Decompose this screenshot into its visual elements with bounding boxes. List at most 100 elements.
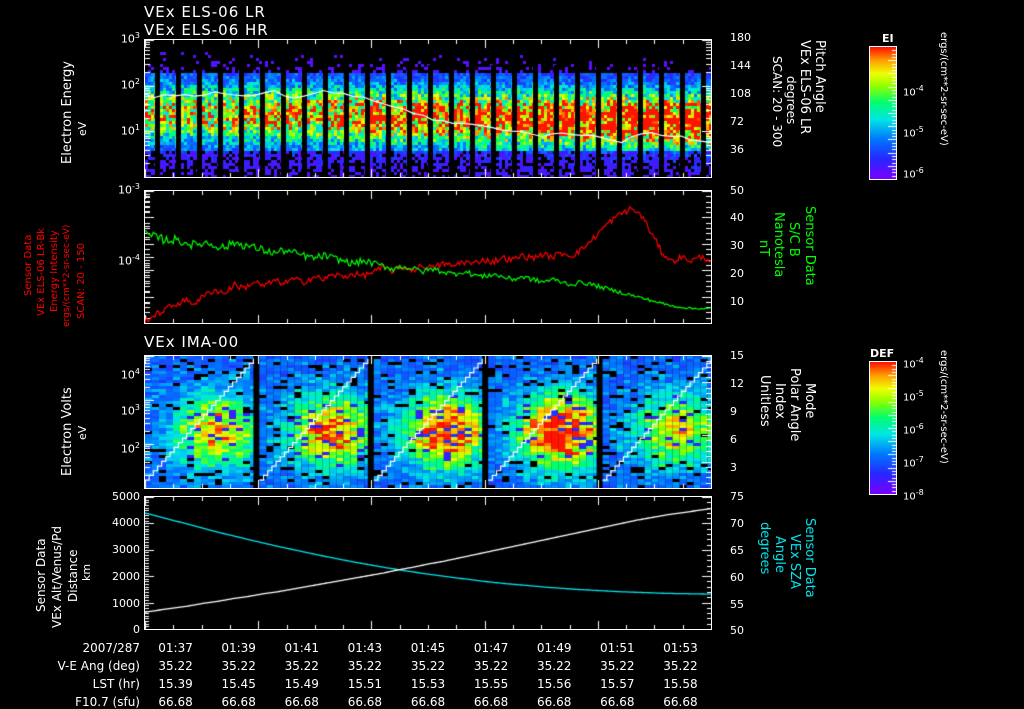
p2-y2tick-50: 50 bbox=[730, 184, 744, 197]
bottom-row-label-veang: V-E Ang (deg) bbox=[57, 659, 140, 673]
p3-ylabel-line2: eV bbox=[76, 425, 89, 440]
def-cbtick-2: 10-5 bbox=[903, 389, 924, 404]
els-spectrogram-panel bbox=[144, 39, 712, 178]
bottom-cell-f107-4: 66.68 bbox=[410, 695, 446, 709]
bottom-cell-time-7: 01:51 bbox=[600, 641, 635, 655]
p2-ytick-1e-3: 10-3 bbox=[118, 182, 140, 197]
p1-y2label-line3: degrees bbox=[784, 76, 798, 125]
p1-ylabel-line1: Electron Energy bbox=[60, 61, 75, 164]
p2-y2tick-30: 30 bbox=[730, 239, 744, 252]
p3-y2label-line3: Index bbox=[772, 383, 787, 419]
bottom-cell-ve_ang-0: 35.22 bbox=[158, 659, 193, 673]
p4-ytick-2000: 2000 bbox=[112, 570, 140, 583]
p4-y2tick-65: 65 bbox=[730, 544, 744, 557]
p4-ylabel-line1: Sensor Data bbox=[34, 538, 48, 612]
bottom-cell-lst-1: 15.45 bbox=[221, 677, 256, 691]
panel1-title-hr: VEx ELS-06 HR bbox=[144, 21, 269, 39]
bottom-cell-f107-6: 66.68 bbox=[537, 695, 572, 709]
p3-ylabel-line1: Electron Volts bbox=[60, 387, 75, 476]
intensity-bfield-panel bbox=[144, 190, 712, 324]
p3-ytick-1e2: 102 bbox=[120, 441, 140, 456]
p4-y2label-line1: Sensor Data bbox=[802, 518, 817, 598]
p4-ytick-3000: 3000 bbox=[112, 543, 140, 556]
p4-ylabel-line4: km bbox=[80, 563, 93, 581]
p3-y2tick-6: 6 bbox=[730, 433, 737, 446]
bottom-cell-ve_ang-5: 35.22 bbox=[473, 659, 509, 673]
bottom-cell-ve_ang-6: 35.22 bbox=[537, 659, 572, 673]
bottom-row-label-lst: LST (hr) bbox=[92, 677, 140, 691]
bottom-cell-lst-6: 15.56 bbox=[537, 677, 572, 691]
p1-y2label-line1: Pitch Angle bbox=[812, 40, 827, 113]
def-colorbar bbox=[869, 361, 897, 495]
p2-y2tick-40: 40 bbox=[730, 211, 744, 224]
p4-y2tick-50: 50 bbox=[730, 624, 744, 637]
def-cbtick-3: 10-6 bbox=[903, 422, 924, 437]
bottom-cell-f107-8: 66.68 bbox=[663, 695, 698, 709]
bottom-cell-lst-3: 15.51 bbox=[347, 677, 383, 691]
ei-cbtick-3: 10-6 bbox=[903, 166, 924, 181]
p4-ylabel-line3: Distance bbox=[66, 549, 80, 602]
bottom-cell-lst-4: 15.53 bbox=[410, 677, 446, 691]
bottom-cell-time-0: 01:37 bbox=[158, 641, 193, 655]
p1-y2tick-144: 144 bbox=[730, 59, 751, 72]
p4-ytick-4000: 4000 bbox=[112, 516, 140, 529]
bottom-cell-lst-5: 15.55 bbox=[473, 677, 509, 691]
bottom-cell-f107-7: 66.68 bbox=[600, 695, 635, 709]
bottom-cell-f107-0: 66.68 bbox=[158, 695, 193, 709]
p1-y2tick-180: 180 bbox=[730, 31, 751, 44]
p2-ylabel-line5: SCAN: 20 - 150 bbox=[76, 243, 87, 319]
ima-spectrogram-canvas bbox=[145, 356, 711, 488]
ei-cbtick-2: 10-5 bbox=[903, 125, 924, 140]
p3-y2label-line1: Mode bbox=[802, 383, 817, 419]
bottom-cell-f107-1: 66.68 bbox=[221, 695, 256, 709]
bottom-cell-lst-7: 15.57 bbox=[600, 677, 635, 691]
p3-y2tick-15: 15 bbox=[730, 349, 744, 362]
p3-y2tick-3: 3 bbox=[730, 461, 737, 474]
p2-y2label-line1: Sensor Data bbox=[802, 206, 817, 286]
p2-y2tick-10: 10 bbox=[730, 295, 744, 308]
bottom-cell-f107-3: 66.68 bbox=[347, 695, 383, 709]
p4-ytick-0: 0 bbox=[133, 623, 140, 636]
bottom-cell-time-4: 01:45 bbox=[410, 641, 446, 655]
p2-ylabel-line2: VEx ELS-06 LR-Bk bbox=[36, 227, 47, 316]
p2-y2label-line2: S/C B bbox=[786, 222, 801, 257]
altitude-sza-canvas bbox=[145, 497, 711, 629]
p4-ytick-1000: 1000 bbox=[112, 597, 140, 610]
p1-y2label-line4: SCAN: 20 - 300 bbox=[770, 56, 784, 148]
ei-cbtick-1: 10-4 bbox=[903, 84, 924, 99]
ei-colorbar-units: ergs/(cm**2-sr-sec-eV) bbox=[938, 32, 949, 146]
bottom-cell-ve_ang-3: 35.22 bbox=[347, 659, 383, 673]
bottom-cell-lst-2: 15.49 bbox=[284, 677, 319, 691]
bottom-cell-time-3: 01:43 bbox=[347, 641, 383, 655]
def-colorbar-title: DEF bbox=[870, 347, 895, 360]
panel1-title-lr: VEx ELS-06 LR bbox=[144, 3, 266, 21]
p4-ytick-5000: 5000 bbox=[112, 490, 140, 503]
p2-y2label-line4: nT bbox=[756, 240, 771, 257]
def-cbtick-1: 10-4 bbox=[903, 356, 924, 371]
bottom-cell-time-2: 01:41 bbox=[284, 641, 320, 655]
p1-y2tick-36: 36 bbox=[730, 143, 744, 156]
panel3-title: VEx IMA-00 bbox=[144, 333, 240, 351]
bottom-cell-time-1: 01:39 bbox=[221, 641, 256, 655]
ei-colorbar-title: EI bbox=[882, 32, 894, 45]
ei-colorbar-gradient bbox=[870, 47, 896, 179]
p4-y2tick-55: 55 bbox=[730, 598, 744, 611]
p3-y2label-line2: Polar Angle bbox=[787, 368, 802, 442]
altitude-sza-panel bbox=[144, 496, 712, 630]
p2-ylabel-line3: Energy Intensity bbox=[49, 230, 60, 312]
def-colorbar-gradient bbox=[870, 362, 896, 494]
p3-ytick-1e3: 103 bbox=[120, 403, 140, 418]
p1-ylabel-line2: eV bbox=[76, 121, 89, 136]
bottom-cell-ve_ang-4: 35.22 bbox=[410, 659, 446, 673]
bottom-cell-time-6: 01:49 bbox=[536, 641, 572, 655]
bottom-cell-lst-8: 15.58 bbox=[663, 677, 698, 691]
bottom-cell-f107-5: 66.68 bbox=[473, 695, 509, 709]
bottom-cell-time-5: 01:47 bbox=[473, 641, 509, 655]
bottom-cell-f107-2: 66.68 bbox=[284, 695, 319, 709]
p4-ylabel-line2: VEx Alt/Venus/Pd bbox=[50, 525, 64, 628]
p1-ytick-100: 102 bbox=[120, 77, 140, 92]
p4-y2tick-60: 60 bbox=[730, 571, 744, 584]
ima-spectrogram-panel bbox=[144, 355, 712, 489]
p4-y2label-line2: VEx SZA bbox=[787, 534, 802, 589]
p4-y2label-line4: degrees bbox=[757, 522, 772, 575]
